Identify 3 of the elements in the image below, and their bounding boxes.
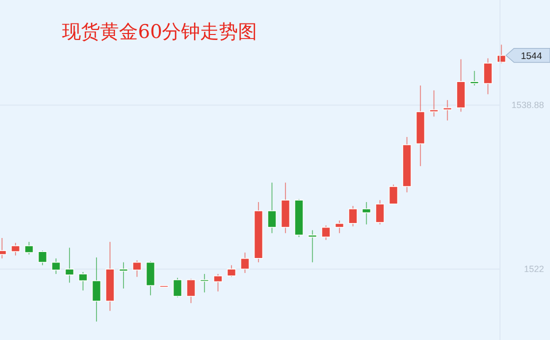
candlestick	[388, 184, 398, 204]
text: 现货黄金60分钟走势图	[62, 21, 258, 43]
last-price-tag: 1544	[505, 48, 550, 63]
